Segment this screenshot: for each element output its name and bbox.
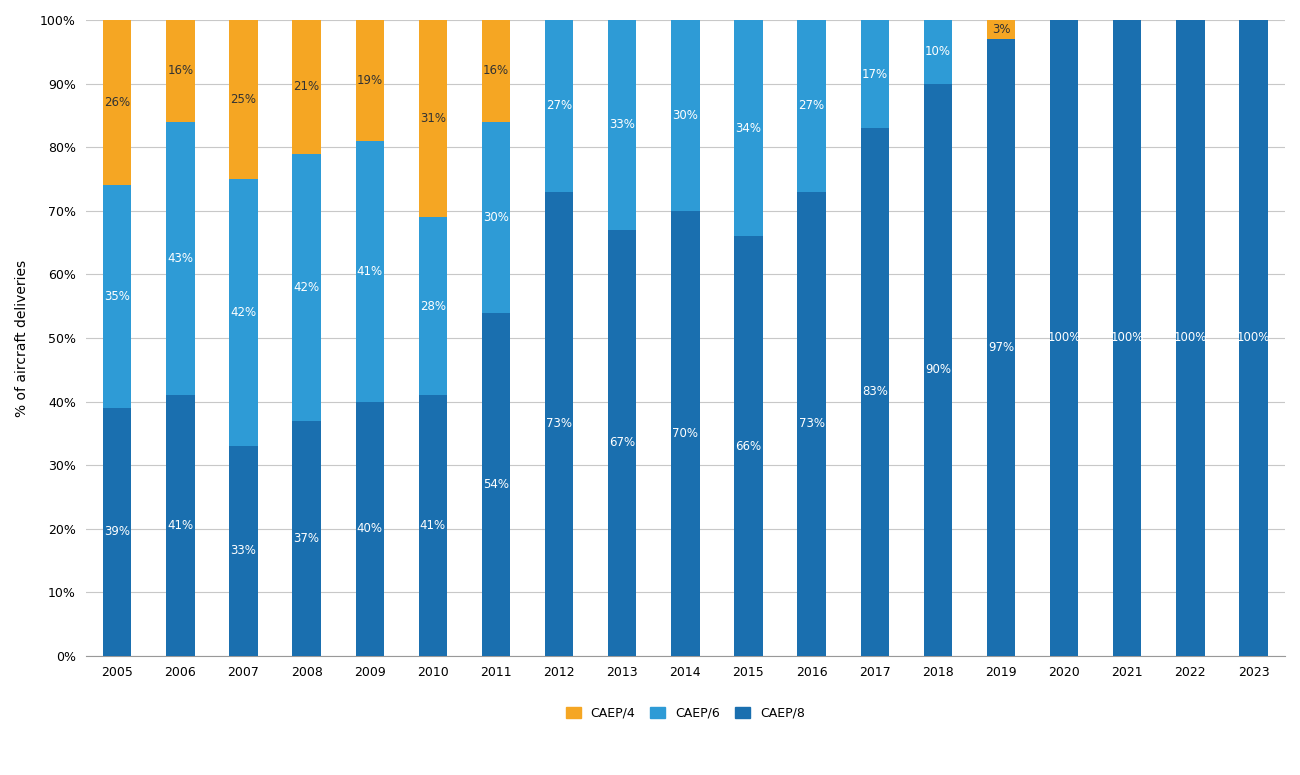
Bar [671, 211, 699, 656]
Bar [671, 20, 699, 211]
Bar [355, 20, 384, 141]
Text: 30%: 30% [484, 211, 508, 224]
Bar [229, 20, 257, 179]
Text: 34%: 34% [736, 122, 762, 135]
Text: 26%: 26% [104, 96, 130, 109]
Text: 27%: 27% [798, 99, 824, 112]
Text: 37%: 37% [294, 532, 320, 545]
Text: 16%: 16% [168, 64, 194, 78]
Text: 70%: 70% [672, 427, 698, 440]
Bar [545, 191, 573, 656]
Bar [292, 421, 321, 656]
Text: 100%: 100% [1048, 332, 1080, 344]
Bar [482, 122, 510, 312]
Text: 3%: 3% [992, 23, 1010, 36]
Bar [797, 191, 826, 656]
Text: 28%: 28% [420, 300, 446, 312]
Text: 31%: 31% [420, 112, 446, 125]
Bar [166, 20, 195, 122]
Bar [1176, 20, 1205, 656]
Bar [545, 20, 573, 191]
Legend: CAEP/4, CAEP/6, CAEP/8: CAEP/4, CAEP/6, CAEP/8 [559, 701, 811, 726]
Bar [1113, 20, 1141, 656]
Text: 21%: 21% [294, 81, 320, 93]
Bar [797, 20, 826, 191]
Text: 33%: 33% [230, 545, 256, 557]
Text: 27%: 27% [546, 99, 572, 112]
Text: 90%: 90% [924, 363, 950, 376]
Bar [608, 230, 637, 656]
Text: 100%: 100% [1110, 332, 1144, 344]
Bar [482, 20, 510, 122]
Bar [734, 20, 763, 236]
Bar [355, 141, 384, 401]
Bar [103, 20, 131, 185]
Bar [1050, 20, 1078, 656]
Text: 39%: 39% [104, 525, 130, 539]
Text: 33%: 33% [610, 119, 636, 132]
Bar [923, 20, 952, 84]
Bar [229, 179, 257, 446]
Bar [166, 395, 195, 656]
Bar [103, 408, 131, 656]
Bar [355, 401, 384, 656]
Text: 41%: 41% [420, 519, 446, 532]
Text: 19%: 19% [356, 74, 382, 87]
Text: 73%: 73% [546, 417, 572, 430]
Text: 42%: 42% [294, 281, 320, 294]
Bar [861, 20, 889, 128]
Bar [923, 84, 952, 656]
Text: 40%: 40% [356, 522, 382, 536]
Text: 17%: 17% [862, 67, 888, 81]
Text: 67%: 67% [610, 436, 636, 449]
Text: 41%: 41% [356, 265, 382, 277]
Text: 100%: 100% [1174, 332, 1206, 344]
Bar [734, 236, 763, 656]
Bar [608, 20, 637, 230]
Bar [419, 20, 447, 217]
Bar [987, 39, 1015, 656]
Text: 25%: 25% [230, 93, 256, 106]
Text: 54%: 54% [484, 477, 510, 491]
Text: 35%: 35% [104, 290, 130, 303]
Text: 73%: 73% [798, 417, 824, 430]
Text: 16%: 16% [482, 64, 510, 78]
Text: 41%: 41% [168, 519, 194, 532]
Text: 10%: 10% [924, 45, 950, 58]
Bar [166, 122, 195, 395]
Y-axis label: % of aircraft deliveries: % of aircraft deliveries [16, 260, 29, 416]
Bar [419, 217, 447, 395]
Bar [1239, 20, 1268, 656]
Bar [292, 20, 321, 153]
Bar [229, 446, 257, 656]
Text: 100%: 100% [1236, 332, 1270, 344]
Text: 42%: 42% [230, 306, 256, 319]
Bar [861, 128, 889, 656]
Text: 66%: 66% [736, 439, 762, 453]
Text: 97%: 97% [988, 341, 1014, 354]
Bar [987, 20, 1015, 39]
Bar [419, 395, 447, 656]
Bar [482, 312, 510, 656]
Text: 83%: 83% [862, 385, 888, 398]
Text: 43%: 43% [168, 252, 194, 265]
Bar [103, 185, 131, 408]
Bar [292, 153, 321, 421]
Text: 30%: 30% [672, 109, 698, 122]
